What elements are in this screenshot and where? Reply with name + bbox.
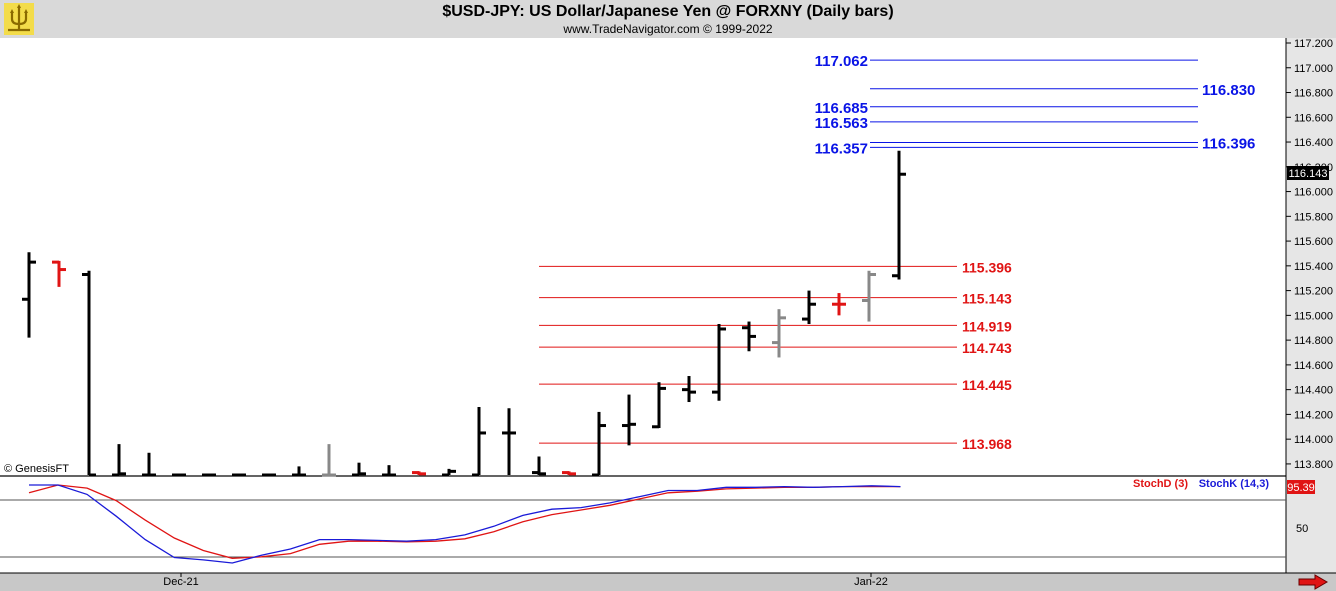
y-tick-label: 113.800 <box>1294 459 1333 471</box>
y-tick-label: 114.800 <box>1294 335 1333 347</box>
last-price-box <box>1287 166 1329 180</box>
y-tick-label: 116.000 <box>1294 187 1333 199</box>
x-tick-label: Dec-21 <box>163 576 198 588</box>
support-level-label: 114.743 <box>962 340 1012 356</box>
y-tick-label: 114.000 <box>1294 434 1333 446</box>
y-tick-label: 115.400 <box>1294 261 1333 273</box>
scroll-right-arrow-icon[interactable] <box>1298 574 1328 590</box>
support-level-label: 115.143 <box>962 291 1012 307</box>
y-tick-label: 116.800 <box>1294 88 1333 100</box>
stoch-last-box <box>1287 480 1315 494</box>
y-tick-label: 115.600 <box>1294 236 1333 248</box>
stoch-d-line <box>28 484 901 559</box>
support-level-label: 114.445 <box>962 377 1012 393</box>
y-tick-label: 116.400 <box>1294 137 1333 149</box>
stoch-last-value: 95.39 <box>1287 482 1315 494</box>
resistance-level-label: 116.685 <box>815 100 868 117</box>
price-pane <box>0 38 1286 475</box>
chart-title: $USD-JPY: US Dollar/Japanese Yen @ FORXN… <box>442 3 894 20</box>
y-tick-label: 117.000 <box>1294 63 1333 75</box>
y-tick-label: 114.400 <box>1294 385 1333 397</box>
resistance-level-label: 116.396 <box>1202 136 1255 153</box>
trident-logo-icon <box>4 3 34 35</box>
resistance-level-label: 116.563 <box>815 115 868 132</box>
support-level-label: 115.396 <box>962 259 1012 275</box>
stoch-d-legend: StochD (3) <box>1133 478 1188 490</box>
chart-header: $USD-JPY: US Dollar/Japanese Yen @ FORXN… <box>0 0 1336 38</box>
resistance-level-label: 116.357 <box>815 140 868 157</box>
stoch-k-line <box>29 484 901 564</box>
y-tick-label: 114.600 <box>1294 360 1333 372</box>
y-tick-label: 114.200 <box>1294 409 1333 421</box>
y-tick-label: 116.600 <box>1294 112 1333 124</box>
y-tick-label: 117.200 <box>1294 38 1333 50</box>
resistance-level-label: 116.830 <box>1202 82 1255 99</box>
support-level-label: 113.968 <box>962 436 1012 452</box>
support-level-label: 114.919 <box>962 318 1012 334</box>
last-price-label: 116.143 <box>1289 168 1328 180</box>
y-tick-label: 115.200 <box>1294 286 1333 298</box>
stoch-tick-50: 50 <box>1296 523 1308 535</box>
resistance-level-label: 117.062 <box>815 53 868 70</box>
x-tick-label: Jan-22 <box>854 576 888 588</box>
y-tick-label: 115.000 <box>1294 310 1333 322</box>
copyright-label: © GenesisFT <box>4 463 69 475</box>
chart-subtitle: www.TradeNavigator.com © 1999-2022 <box>563 22 773 36</box>
y-tick-label: 115.800 <box>1294 211 1333 223</box>
stoch-k-legend: StochK (14,3) <box>1199 478 1270 490</box>
